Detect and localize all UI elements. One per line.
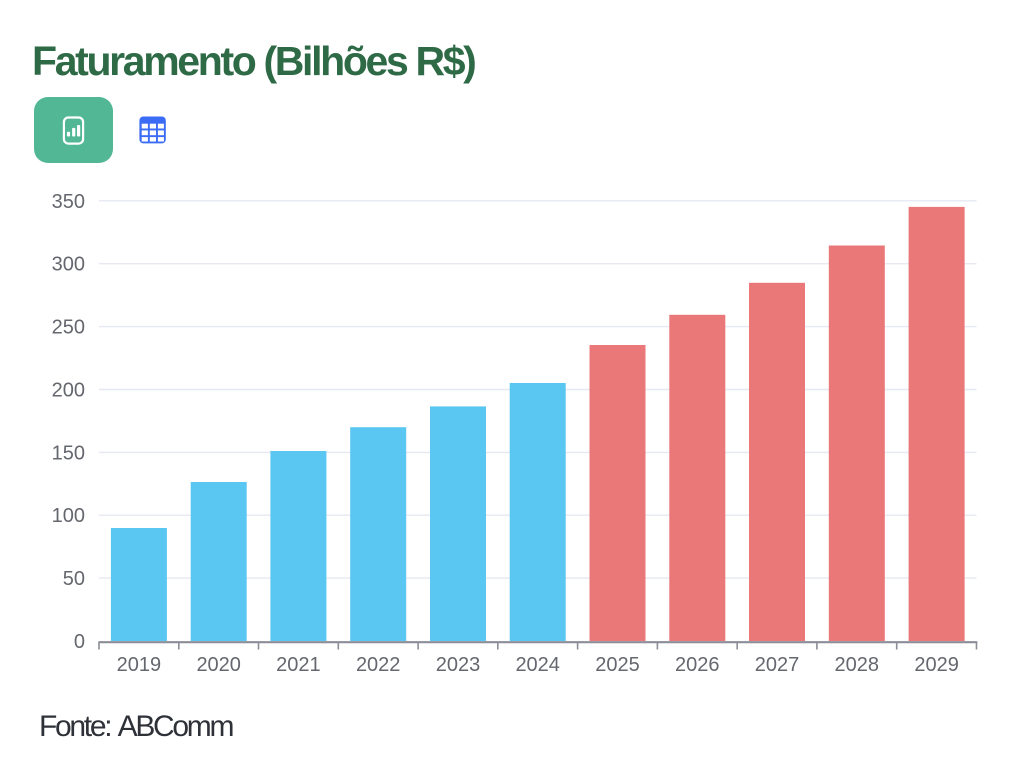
svg-text:150: 150 — [52, 442, 85, 464]
svg-text:300: 300 — [52, 254, 85, 276]
svg-text:2022: 2022 — [356, 654, 401, 676]
svg-text:2028: 2028 — [835, 654, 880, 676]
svg-text:0: 0 — [74, 631, 85, 653]
svg-text:2024: 2024 — [515, 654, 560, 676]
svg-text:2021: 2021 — [276, 654, 321, 676]
svg-text:50: 50 — [63, 568, 85, 590]
svg-text:2026: 2026 — [675, 654, 720, 676]
svg-text:2019: 2019 — [117, 654, 162, 676]
svg-text:2027: 2027 — [755, 654, 800, 676]
svg-text:2023: 2023 — [436, 654, 481, 676]
svg-text:2025: 2025 — [595, 654, 640, 676]
svg-text:2020: 2020 — [196, 654, 241, 676]
svg-text:250: 250 — [52, 317, 85, 339]
svg-text:100: 100 — [52, 505, 85, 527]
svg-text:2029: 2029 — [914, 654, 959, 676]
svg-text:350: 350 — [52, 191, 85, 213]
svg-text:200: 200 — [52, 380, 85, 402]
